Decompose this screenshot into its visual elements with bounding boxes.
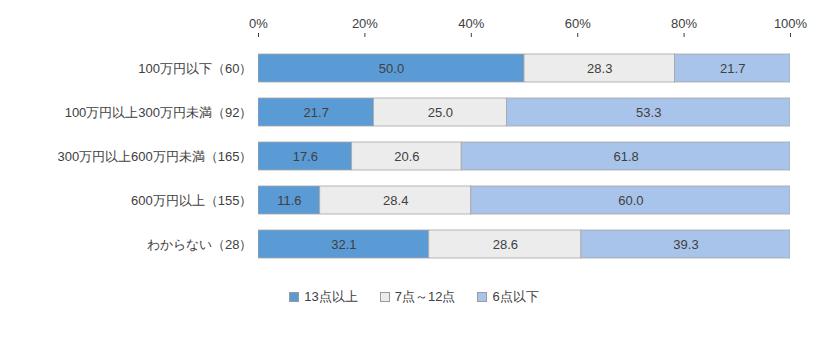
svg-text:39.3: 39.3 [673,237,698,252]
svg-text:600万円以上（155）: 600万円以上（155） [131,193,252,208]
html-text:6点以下: 6点以下 [492,289,539,304]
svg-text:21.7: 21.7 [304,105,329,120]
svg-text:28.3: 28.3 [587,61,612,76]
svg-text:11.6: 11.6 [277,193,301,208]
svg-text:80%: 80% [671,16,697,31]
svg-text:20.6: 20.6 [394,149,419,164]
svg-text:21.7: 21.7 [720,61,745,76]
svg-text:28.4: 28.4 [383,193,408,208]
svg-text:61.8: 61.8 [613,149,638,164]
svg-text:60.0: 60.0 [618,193,643,208]
svg-text:60%: 60% [565,16,591,31]
svg-text:17.6: 17.6 [293,149,318,164]
svg-text:100万円以下（60）: 100万円以下（60） [138,61,252,76]
svg-text:53.3: 53.3 [636,105,661,120]
svg-text:50.0: 50.0 [379,61,404,76]
html-text:13点以上: 13点以上 [304,289,358,304]
svg-text:28.6: 28.6 [493,237,518,252]
html-text:7点～12点: 7点～12点 [394,289,456,304]
svg-text:32.1: 32.1 [331,237,356,252]
svg-text:25.0: 25.0 [428,105,453,120]
svg-text:100%: 100% [774,16,808,31]
svg-text:0%: 0% [249,16,268,31]
svg-text:300万円以上600万円未満（165）: 300万円以上600万円未満（165） [57,149,252,164]
svg-text:20%: 20% [352,16,378,31]
svg-text:40%: 40% [458,16,484,31]
svg-text:わからない（28）: わからない（28） [147,237,252,252]
svg-text:100万円以上300万円未満（92）: 100万円以上300万円未満（92） [65,105,253,120]
